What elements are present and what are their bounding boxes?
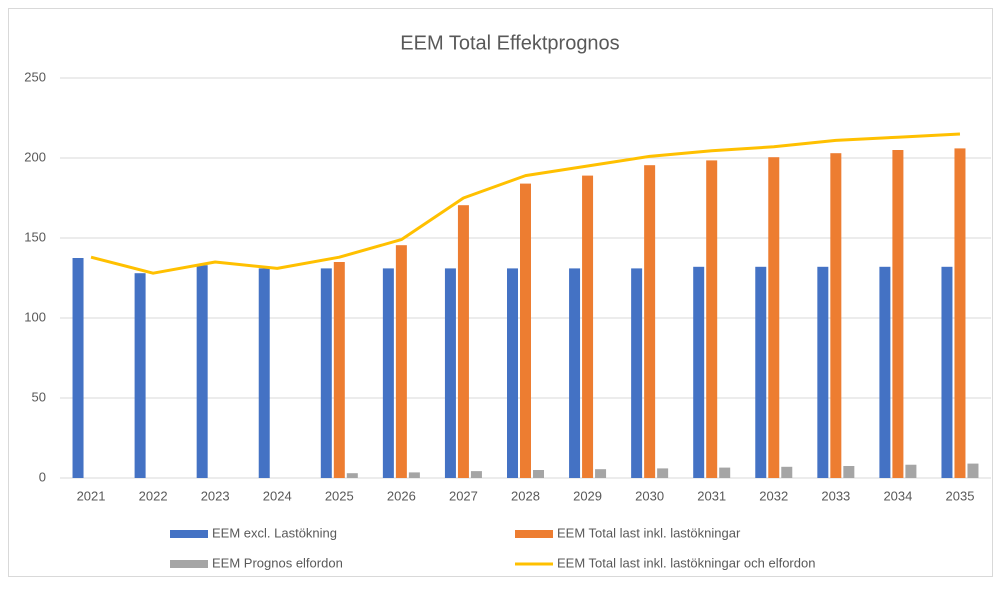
bar [595, 469, 607, 478]
bar [706, 160, 718, 478]
bar [470, 471, 482, 478]
bar [905, 464, 917, 478]
bar [333, 262, 345, 478]
bar [346, 473, 358, 478]
x-tick-label: 2029 [573, 488, 602, 503]
bar [582, 175, 594, 478]
x-tick-label: 2032 [759, 488, 788, 503]
legend-label: EEM Prognos elfordon [212, 555, 343, 570]
bar [457, 205, 469, 478]
bar [817, 266, 829, 478]
bar [520, 183, 531, 478]
x-tick-label: 2023 [201, 488, 230, 503]
bar [954, 148, 966, 478]
bar [755, 266, 767, 478]
bar [533, 470, 544, 478]
bar [444, 268, 456, 478]
y-tick-label: 250 [24, 69, 46, 84]
bar [941, 266, 953, 478]
x-tick-label: 2021 [77, 488, 106, 503]
chart-title: EEM Total Effektprognos [400, 32, 619, 54]
bar [320, 268, 332, 478]
x-tick-label: 2028 [511, 488, 540, 503]
x-tick-label: 2033 [821, 488, 850, 503]
bar [258, 268, 270, 478]
y-tick-label: 200 [24, 149, 46, 164]
line [90, 132, 961, 275]
bar [507, 268, 518, 478]
legend-swatch [170, 560, 208, 568]
bar [719, 467, 731, 478]
y-tick-label: 100 [24, 309, 46, 324]
bar [693, 266, 705, 478]
bar [657, 468, 669, 478]
x-tick-label: 2027 [449, 488, 478, 503]
bar [569, 268, 581, 478]
legend-label: EEM excl. Lastökning [212, 525, 337, 540]
legend-label: EEM Total last inkl. lastökningar [557, 525, 741, 540]
x-tick-label: 2026 [387, 488, 416, 503]
bar [134, 273, 146, 478]
legend-swatch [170, 530, 208, 538]
bar [631, 268, 643, 478]
bar [408, 472, 420, 478]
chart-border [8, 8, 993, 577]
bar [395, 245, 407, 478]
bar [382, 268, 394, 478]
y-tick-label: 150 [24, 229, 46, 244]
bar [644, 165, 656, 478]
bar [967, 463, 979, 478]
x-tick-label: 2024 [263, 488, 292, 503]
x-tick-label: 2022 [139, 488, 168, 503]
y-tick-label: 50 [32, 389, 46, 404]
x-tick-label: 2025 [325, 488, 354, 503]
legend-swatch [515, 530, 553, 538]
x-tick-label: 2031 [697, 488, 726, 503]
bar [892, 150, 904, 478]
bar [781, 466, 793, 478]
y-tick-label: 0 [39, 469, 46, 484]
bar [196, 265, 208, 478]
bar [879, 266, 891, 478]
legend-label: EEM Total last inkl. lastökningar och el… [557, 555, 815, 570]
bar [843, 466, 855, 478]
x-tick-label: 2034 [883, 488, 912, 503]
x-tick-label: 2030 [635, 488, 664, 503]
bar [768, 157, 780, 478]
x-tick-label: 2035 [946, 488, 975, 503]
bar [72, 258, 84, 478]
bar [830, 153, 842, 478]
